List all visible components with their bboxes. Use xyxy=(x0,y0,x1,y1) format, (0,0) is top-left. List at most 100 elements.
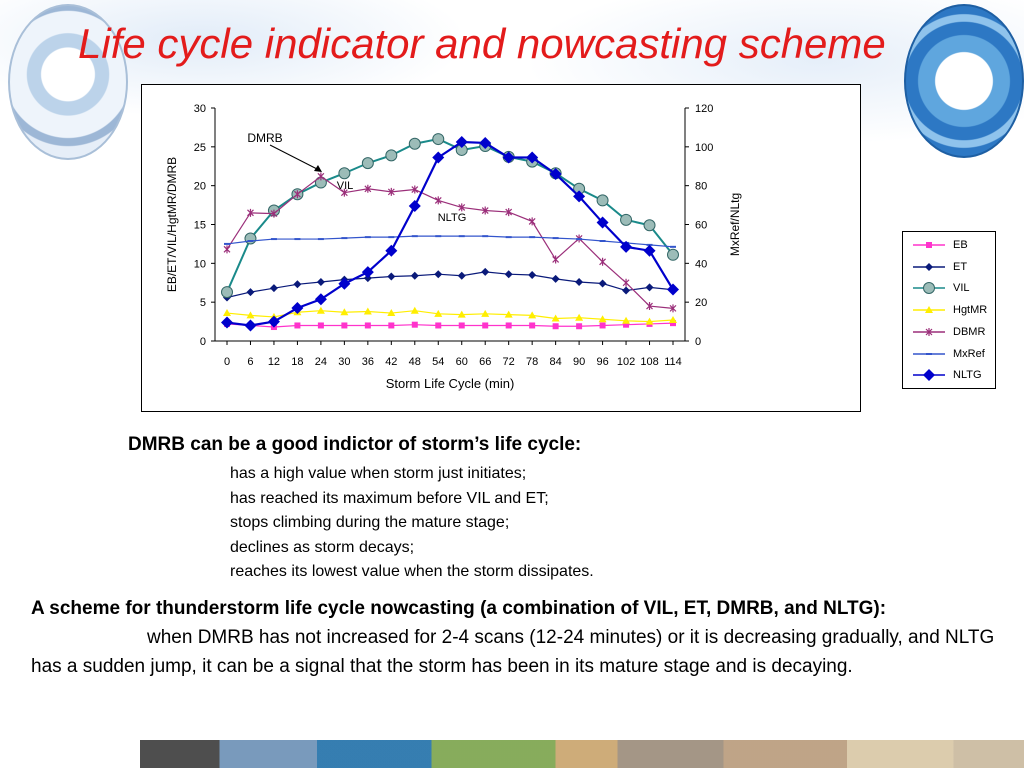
x-tick-label: 0 xyxy=(224,356,230,368)
x-tick-label: 42 xyxy=(385,356,397,368)
section2-heading: A scheme for thunderstorm life cycle now… xyxy=(31,598,887,619)
data-point xyxy=(925,327,933,336)
data-point xyxy=(667,283,679,296)
x-tick-label: 90 xyxy=(573,356,585,368)
legend-item-vil: VIL xyxy=(909,279,993,299)
data-point xyxy=(575,277,584,286)
legend-label: NLTG xyxy=(953,369,982,382)
y2-tick-label: 40 xyxy=(695,258,707,270)
data-point xyxy=(340,188,348,197)
x-axis-label: Storm Life Cycle (min) xyxy=(386,376,515,391)
data-point xyxy=(364,184,372,193)
data-point xyxy=(481,206,489,215)
data-point xyxy=(925,262,933,271)
data-point xyxy=(551,274,560,283)
data-point xyxy=(458,203,466,212)
data-point xyxy=(504,270,513,279)
data-point xyxy=(526,151,539,164)
data-point xyxy=(528,217,536,226)
annotation-vil: VIL xyxy=(337,180,354,192)
legend-label: ET xyxy=(953,260,968,273)
x-tick-label: 24 xyxy=(315,356,327,368)
data-point xyxy=(246,288,255,297)
data-point xyxy=(411,321,418,328)
data-point xyxy=(293,280,302,289)
data-point xyxy=(314,293,327,306)
data-point xyxy=(504,310,513,318)
section1-bullets: has a high value when storm just initiat… xyxy=(230,462,594,585)
data-point xyxy=(338,167,351,180)
data-point xyxy=(643,244,656,257)
data-point xyxy=(549,168,562,181)
legend-item-nltg: NLTG xyxy=(909,366,993,386)
data-point xyxy=(645,283,654,292)
y-tick-label: 10 xyxy=(194,258,206,270)
data-point xyxy=(505,208,513,217)
data-point xyxy=(317,172,325,181)
legend-item-et: ET xyxy=(909,258,993,278)
data-point xyxy=(361,157,374,170)
x-tick-label: 30 xyxy=(338,356,350,368)
line-chart: 30 25 20 15 10 5 0 120 100 80 60 40 20 0 0 6 12 18 24 30 36 4… xyxy=(165,103,742,391)
cma-logo xyxy=(8,4,128,160)
y2-tick-label: 100 xyxy=(695,142,713,154)
bullet-item: has reached its maximum before VIL and E… xyxy=(230,489,549,507)
data-point xyxy=(340,308,349,316)
y-tick-label: 0 xyxy=(200,336,206,348)
data-point xyxy=(598,315,607,323)
legend-marker xyxy=(925,262,933,271)
decorative-photo-strip xyxy=(140,740,1024,768)
series-nltg xyxy=(221,135,679,332)
section1-heading: DMRB can be a good indictor of storm’s l… xyxy=(128,434,582,455)
data-point xyxy=(598,279,607,288)
data-point xyxy=(387,309,396,317)
data-point xyxy=(388,322,395,329)
data-point xyxy=(505,322,512,329)
data-point xyxy=(432,133,445,146)
chart-legend: EB ET VIL HgtMR DBMR MxRef NLTG xyxy=(902,231,996,389)
data-point xyxy=(457,271,466,280)
data-point xyxy=(622,278,630,287)
data-point xyxy=(599,257,607,266)
data-point xyxy=(576,323,583,330)
chart-frame: 30 25 20 15 10 5 0 120 100 80 60 40 20 0 0 6 12 18 24 30 36 4… xyxy=(141,84,996,412)
bullet-item: stops climbing during the mature stage; xyxy=(230,514,510,531)
data-point xyxy=(269,284,278,293)
legend-marker xyxy=(923,282,935,295)
data-point xyxy=(551,314,560,322)
x-tick-label: 48 xyxy=(409,356,421,368)
data-point xyxy=(432,151,445,164)
series-hgtmr xyxy=(223,306,677,325)
data-point xyxy=(385,149,398,162)
legend-label: EB xyxy=(953,239,968,251)
data-point xyxy=(434,196,442,205)
series-line xyxy=(226,322,674,328)
data-point xyxy=(457,310,466,318)
y2-tick-label: 60 xyxy=(695,220,707,232)
y-tick-label: 25 xyxy=(194,142,206,154)
data-point xyxy=(244,232,257,245)
y2-tick-label: 120 xyxy=(695,103,713,115)
y-tick-label: 15 xyxy=(194,220,206,232)
data-point xyxy=(270,209,278,218)
y-tick-label: 20 xyxy=(194,181,206,193)
data-point xyxy=(267,315,280,328)
data-point xyxy=(926,242,932,248)
series-line xyxy=(226,310,674,323)
data-point xyxy=(338,277,351,290)
legend-label: MxRef xyxy=(953,347,985,360)
x-tick-label: 78 xyxy=(526,356,538,368)
data-point xyxy=(363,274,372,283)
data-point xyxy=(669,316,677,324)
data-point xyxy=(669,304,677,313)
data-point xyxy=(363,307,372,315)
data-point xyxy=(575,313,584,321)
data-point xyxy=(410,271,419,280)
legend-swatch xyxy=(913,262,945,271)
data-point xyxy=(623,321,630,328)
data-point xyxy=(923,369,935,382)
data-point xyxy=(408,137,421,150)
data-point xyxy=(244,319,257,332)
data-point xyxy=(573,190,586,203)
data-point xyxy=(293,190,301,199)
